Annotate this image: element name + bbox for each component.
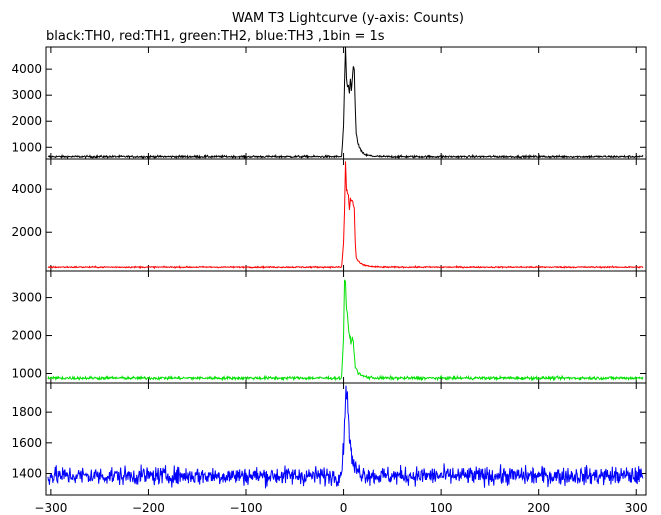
y-tick-label: 3000 — [11, 291, 42, 305]
x-tick-label: −100 — [230, 501, 263, 515]
y-tick-label: 2000 — [11, 329, 42, 343]
x-tick-label: −200 — [132, 501, 165, 515]
y-tick-label: 4000 — [11, 62, 42, 76]
y-tick-label: 2000 — [11, 114, 42, 128]
panel-frame — [45, 382, 647, 496]
y-tick-label: 3000 — [11, 88, 42, 102]
figure-title: WAM T3 Lightcurve (y-axis: Counts) — [232, 11, 464, 26]
x-tick-label: 100 — [430, 501, 453, 515]
y-tick-label: 1000 — [11, 367, 42, 381]
x-tick-label: 0 — [340, 501, 348, 515]
y-tick-label: 1800 — [11, 405, 42, 419]
series-line-th2 — [47, 279, 644, 382]
y-tick-label: 2000 — [11, 225, 42, 239]
x-tick-label: −300 — [34, 501, 67, 515]
panel-th1: 2000 4000 — [11, 158, 647, 272]
y-tick-label: 1400 — [11, 467, 42, 481]
x-tick-label: 200 — [527, 501, 550, 515]
plot-area: 1000200030004000200040001000200030001400… — [11, 46, 648, 515]
y-tick-label: 4000 — [11, 182, 42, 196]
series-line-th3 — [47, 385, 644, 489]
figure-subtitle: black:TH0, red:TH1, green:TH2, blue:TH3 … — [46, 29, 385, 44]
y-tick-label: 1600 — [11, 436, 42, 450]
y-tick-label: 1000 — [11, 140, 42, 154]
panel-th2: 1000 2000 3000 — [11, 270, 647, 384]
series-line-th0 — [47, 46, 644, 160]
panel-th3: 1400 1600 1800 −300 −200 −100 0 100 200 300 — [11, 382, 648, 515]
series-line-th1 — [47, 161, 644, 270]
panel-th0: 1000 2000 3000 4000 — [11, 46, 647, 160]
x-tick-label: 300 — [625, 501, 648, 515]
